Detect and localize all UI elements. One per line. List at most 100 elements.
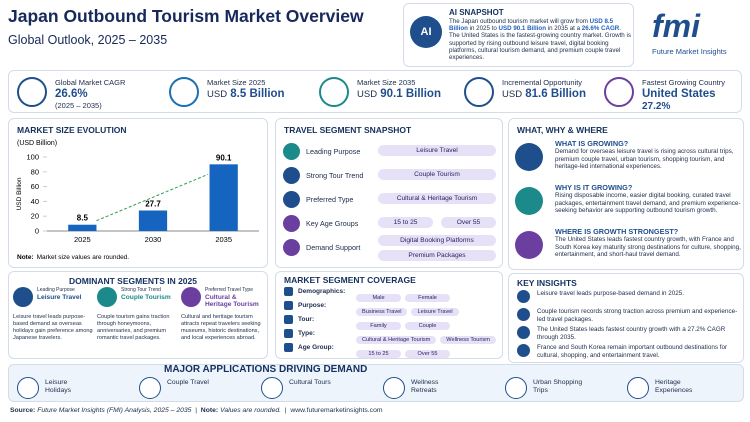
y-tick-label: 0 (35, 227, 39, 236)
kpi-label: Global Market CAGR (55, 78, 126, 87)
ai-icon: AI (410, 16, 442, 48)
item-icon (515, 231, 543, 259)
pill: Premium Packages (378, 250, 496, 261)
segment-icon (181, 287, 201, 307)
row-icon (283, 239, 300, 256)
bar (68, 224, 97, 231)
row-icon (284, 329, 293, 338)
segment-tag: Strong Tour Trend (121, 287, 161, 293)
app-label: Heritage Experiences (655, 379, 693, 394)
app-icon (383, 377, 405, 399)
what-why-where: WHAT, WHY & WHERE WHAT IS GROWING? Demand… (508, 118, 744, 270)
insight-icon (517, 344, 530, 357)
applications: MAJOR APPLICATIONS DRIVING DEMAND Leisur… (8, 364, 744, 402)
row-label: Preferred Type (306, 195, 354, 204)
data-label: 8.5 (77, 214, 89, 223)
source-label: Source: (10, 407, 36, 414)
note-label: Note: (17, 254, 34, 261)
pill: Cultural & Heritage Tourism (356, 336, 437, 344)
bar (138, 210, 168, 231)
pill: Digital Booking Platforms (378, 235, 496, 246)
app-label: Cultural Tours (289, 379, 331, 386)
app-icon (261, 377, 283, 399)
logo-mark: fmi (652, 8, 700, 44)
app-label: Leisure Holidays (45, 379, 72, 394)
app-icon (627, 377, 649, 399)
title: Japan Outbound Tourism Market Overview (8, 6, 364, 26)
pill: Female (405, 294, 450, 302)
dominant-segments: DOMINANT SEGMENTS IN 2025 Leading Purpos… (8, 271, 268, 359)
segment-icon (97, 287, 117, 307)
segment-text: Leisure travel leads purpose-based deman… (13, 314, 93, 341)
row-label: Demand Support (306, 243, 361, 252)
market-segment-coverage: MARKET SEGMENT COVERAGE Demographics: Mal… (275, 271, 503, 359)
item-heading: WHAT IS GROWING? (555, 139, 629, 148)
kpi-unit: USD (502, 89, 523, 100)
bar (209, 164, 238, 231)
data-label: 90.1 (216, 153, 232, 162)
y-tick-label: 100 (26, 153, 39, 162)
note: Market size values are rounded. (37, 254, 130, 261)
row-label: Tour: (298, 316, 315, 323)
app-icon (505, 377, 527, 399)
pill: Over 55 (405, 350, 450, 358)
segment-text: Cultural and heritage tourism attracts r… (181, 314, 261, 341)
pill-row: 15 to 25 Over 55 (356, 342, 454, 360)
panel-title: TRAVEL SEGMENT SNAPSHOT (284, 125, 412, 135)
app-icon (139, 377, 161, 399)
row-label: Purpose: (298, 302, 327, 309)
kpi-label: Market Size 2035 (357, 78, 416, 87)
segment-name: Leisure Travel (37, 294, 82, 301)
kpi-unit: USD (357, 89, 378, 100)
pill: Over 55 (441, 217, 496, 228)
kpi-value-row: USD 8.5 Billion (207, 88, 285, 100)
kpi-value-row: USD 81.6 Billion (502, 88, 586, 100)
insight-icon (517, 326, 530, 339)
ai-text: The Japan outbound tourism market will g… (449, 18, 631, 61)
logo-name: Future Market Insights (652, 47, 727, 56)
ai-text-part: in 2025 to (467, 25, 499, 33)
kpi-icon (17, 77, 47, 107)
y-tick-label: 60 (31, 182, 39, 191)
chart-subtitle: (USD Billion) (17, 140, 57, 147)
ai-snapshot: AI AI SNAPSHOT The Japan outbound touris… (403, 3, 634, 67)
ai-text-part: in 2035 at a (545, 25, 582, 33)
ai-text-part: USD 8.5 Billion (449, 18, 614, 33)
ai-text-part: The Japan outbound tourism market will g… (449, 18, 590, 25)
row-label: Type: (298, 330, 315, 337)
row-icon (283, 215, 300, 232)
kpi-value: 8.5 Billion (230, 88, 285, 100)
ai-text-part: . The United States is the fastest-growi… (449, 25, 631, 62)
subtitle: Global Outlook, 2025 – 2035 (8, 33, 168, 47)
ai-text-part: USD 90.1 Billion (498, 25, 546, 33)
panel-title: WHAT, WHY & WHERE (517, 125, 608, 135)
pill: Couple (405, 322, 450, 330)
pill: Cultural & Heritage Tourism (378, 193, 496, 204)
insight-icon (517, 308, 530, 321)
panel-title: KEY INSIGHTS (517, 278, 577, 288)
pill: Wellness Tourism (440, 336, 496, 344)
segment-name: Cultural & Heritage Tourism (205, 294, 259, 308)
pill: Leisure Travel (411, 308, 459, 316)
key-insights: KEY INSIGHTS Leisure travel leads purpos… (508, 273, 744, 363)
chart: MARKET SIZE EVOLUTION (USD Billion) USD Bi… (16, 125, 259, 261)
kpi-value-row: 26.6% (55, 88, 88, 100)
ai-text-part: 26.6% CAGR (581, 25, 620, 33)
chart-note: Note: Market size values are rounded. (17, 254, 129, 261)
url: www.futuremarketinsights.com (290, 407, 383, 414)
pill: 15 to 25 (356, 350, 401, 358)
panel-title: MARKET SEGMENT COVERAGE (284, 275, 416, 285)
pill: Couple Tourism (378, 169, 496, 180)
kpi-icon (604, 77, 634, 107)
insight-text: Couple tourism records strong traction a… (537, 308, 738, 323)
app-label: Couple Travel (167, 379, 209, 386)
pill: Male (356, 294, 401, 302)
row-icon (284, 315, 293, 324)
kpi-value: United States (642, 88, 716, 100)
row-label: Key Age Groups (306, 219, 359, 228)
segment-name: Couple Tourism (121, 294, 171, 301)
row-icon (283, 191, 300, 208)
kpi-row: Global Market CAGR 26.6% (2025 – 2035) Mark… (8, 70, 742, 113)
chart-panel: MARKET SIZE EVOLUTION (USD Billion) USD Bi… (8, 118, 268, 268)
